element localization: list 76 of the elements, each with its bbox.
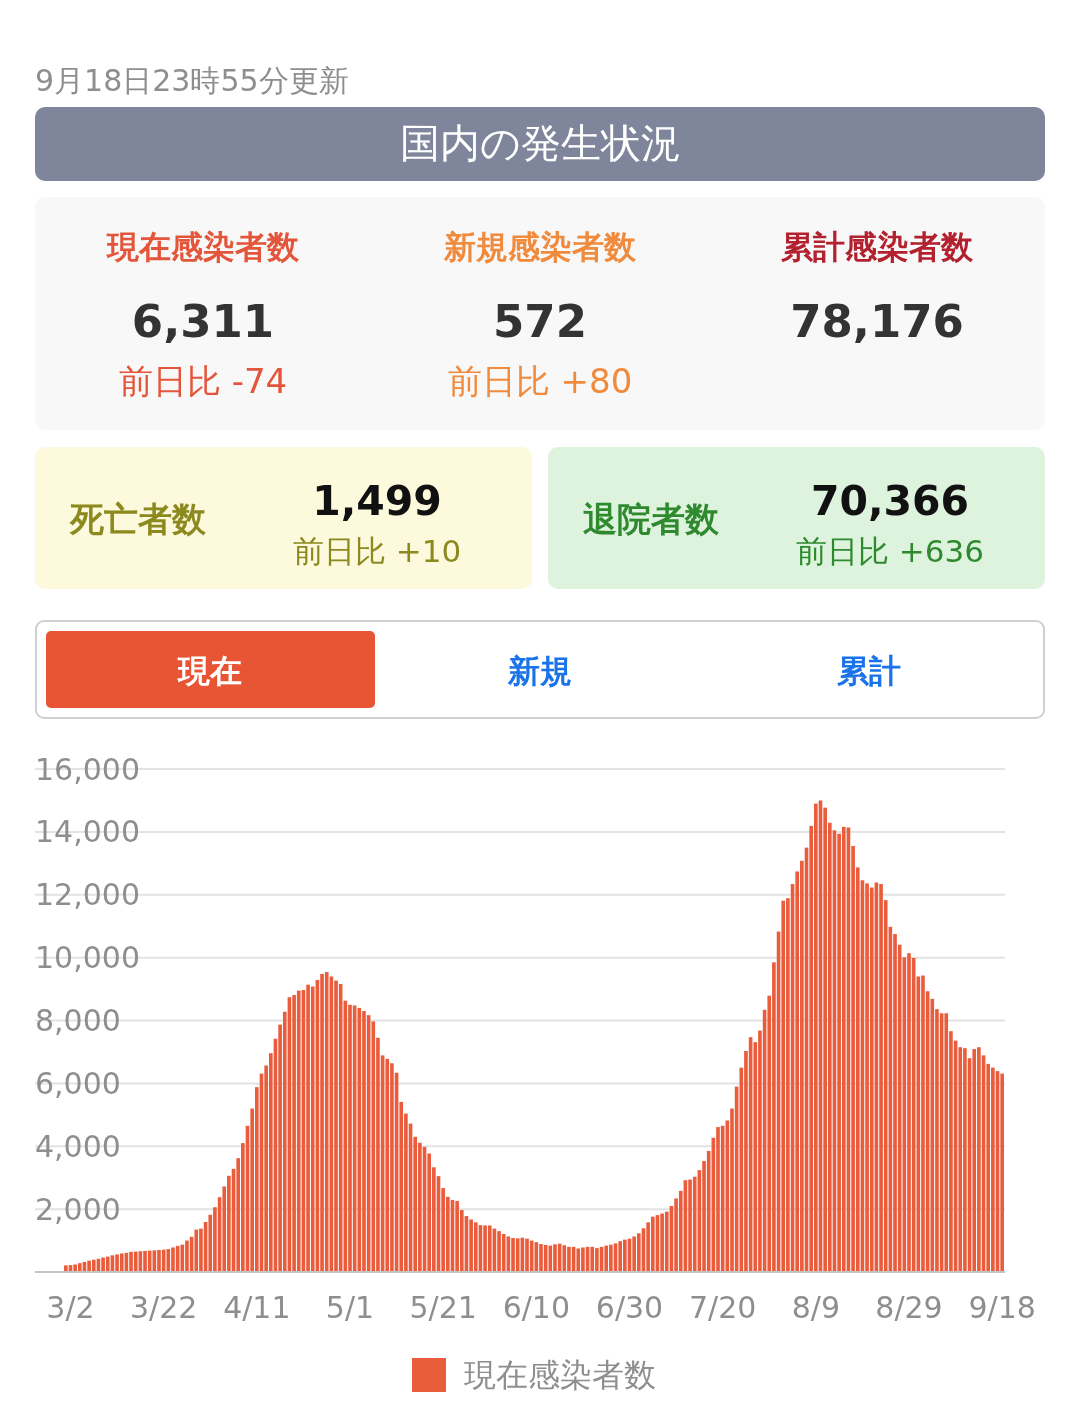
bar xyxy=(604,1245,609,1272)
x-tick-label: 5/1 xyxy=(325,1290,375,1325)
bar xyxy=(166,1249,171,1272)
x-tick-label: 9/18 xyxy=(968,1290,1036,1325)
bar xyxy=(501,1233,506,1272)
text: 累計感染者数 xyxy=(781,228,974,266)
x-tick-label: 8/29 xyxy=(875,1290,943,1325)
y-tick-label: 12,000 xyxy=(35,877,140,913)
bar xyxy=(180,1244,185,1272)
bar xyxy=(907,953,911,1272)
text: 1,499 xyxy=(312,477,442,525)
bar xyxy=(385,1058,390,1272)
bar xyxy=(119,1253,124,1272)
bar xyxy=(194,1229,199,1272)
text: 78,176 xyxy=(790,295,964,348)
x-tick-label: 6/30 xyxy=(595,1290,664,1325)
bar xyxy=(921,975,925,1272)
bar xyxy=(133,1251,138,1272)
bar xyxy=(650,1216,655,1272)
text: 6,311 xyxy=(131,295,275,348)
bar xyxy=(357,1007,362,1272)
bar xyxy=(324,972,329,1272)
bar xyxy=(143,1250,147,1272)
bar xyxy=(296,990,301,1272)
x-tick-label: 5/21 xyxy=(409,1290,477,1325)
bar xyxy=(487,1225,492,1272)
text: 前日比 +636 xyxy=(796,533,984,569)
text: 前日比 +80 xyxy=(447,361,633,401)
text: 572 xyxy=(493,295,587,348)
y-tick-label: 6,000 xyxy=(35,1065,121,1101)
bar xyxy=(562,1245,567,1272)
legend-label: 現在感染者数 xyxy=(464,1356,656,1394)
bar xyxy=(539,1244,543,1272)
bar xyxy=(91,1259,96,1272)
bar xyxy=(841,826,846,1272)
bar xyxy=(781,900,786,1272)
text: 現在感染者数 xyxy=(106,228,300,266)
y-tick-label: 8,000 xyxy=(35,1003,121,1038)
text: 新規感染者数 xyxy=(443,228,637,266)
bar xyxy=(548,1245,553,1272)
bar xyxy=(157,1249,161,1272)
x-tick-label: 4/11 xyxy=(223,1290,291,1325)
text: 前日比 -74 xyxy=(118,361,288,401)
text: 退院者数 xyxy=(583,499,720,539)
text: 累計 xyxy=(837,652,901,690)
text: 新規 xyxy=(507,652,572,690)
text: 70,366 xyxy=(810,477,970,525)
text: 死亡者数 xyxy=(69,499,207,539)
x-tick-label: 3/22 xyxy=(129,1290,198,1325)
x-tick-label: 3/2 xyxy=(46,1290,95,1325)
y-tick-label: 4,000 xyxy=(35,1128,121,1164)
bar xyxy=(590,1246,595,1272)
text: 国内の発生状況 xyxy=(399,120,681,166)
text: 前日比 +10 xyxy=(292,533,462,569)
bar xyxy=(716,1127,720,1272)
x-tick-label: 8/9 xyxy=(791,1290,840,1325)
bar xyxy=(105,1256,110,1272)
bar xyxy=(1000,1073,1004,1272)
bar xyxy=(576,1248,581,1272)
text: 9月18日23時55分更新 xyxy=(35,63,349,98)
x-tick-label: 6/10 xyxy=(502,1290,571,1325)
bar xyxy=(515,1238,520,1272)
bar xyxy=(525,1238,529,1272)
bar xyxy=(334,980,338,1272)
bar xyxy=(77,1263,82,1272)
x-tick-label: 7/20 xyxy=(688,1290,757,1325)
bar xyxy=(972,1049,977,1272)
y-tick-label: 16,000 xyxy=(35,751,140,787)
bar xyxy=(348,1004,352,1272)
bar xyxy=(473,1222,478,1272)
text: 現在 xyxy=(177,652,242,690)
y-tick-label: 14,000 xyxy=(35,814,140,850)
bar xyxy=(64,1265,68,1272)
bar xyxy=(944,1013,949,1272)
y-tick-label: 10,000 xyxy=(35,940,140,976)
y-tick-label: 2,000 xyxy=(35,1191,121,1227)
